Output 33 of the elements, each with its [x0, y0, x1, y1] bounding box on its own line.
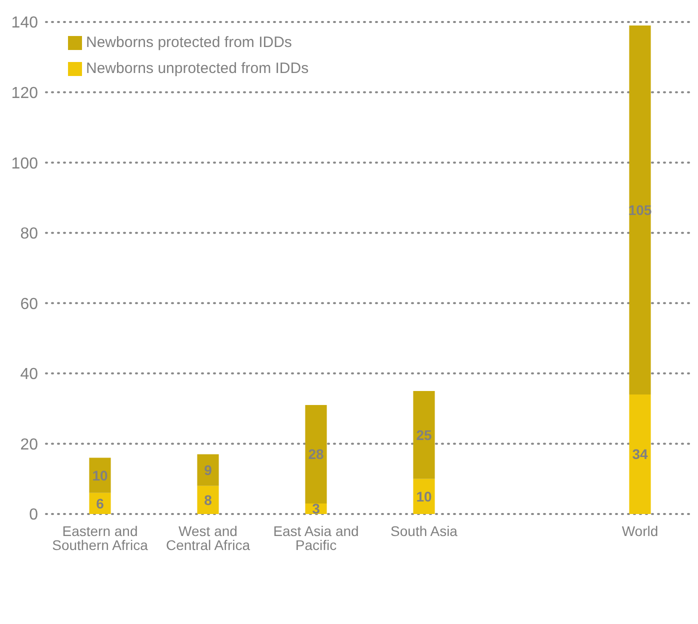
bar — [89, 458, 111, 493]
y-tick-label: 100 — [11, 155, 38, 172]
data-label: 3 — [312, 500, 320, 517]
data-label: 34 — [632, 446, 648, 462]
bar — [197, 486, 219, 514]
legend-label: Newborns protected from IDDs — [86, 34, 292, 51]
x-tick-label: World — [622, 522, 658, 539]
bar — [629, 394, 651, 514]
y-tick-label: 40 — [20, 366, 38, 384]
y-tick-label: 120 — [11, 84, 38, 102]
data-label: 9 — [204, 462, 212, 478]
bar — [629, 26, 651, 395]
legend-label: Newborns unprotected from IDDs — [86, 60, 309, 77]
bar — [413, 478, 435, 514]
y-tick-label: 20 — [20, 436, 38, 454]
data-label: 8 — [204, 492, 212, 508]
bar — [89, 492, 111, 514]
bar — [413, 391, 435, 479]
x-tick-label: East Asia and Pacific — [273, 522, 359, 553]
x-tick-label: West and Central Africa — [166, 522, 250, 553]
data-label: 25 — [416, 426, 432, 443]
data-label: 10 — [416, 488, 432, 504]
data-label: 10 — [92, 467, 108, 484]
bar — [305, 405, 327, 504]
x-tick-label: South Asia — [390, 522, 458, 539]
y-tick-label: 80 — [20, 226, 38, 243]
y-tick-label: 60 — [20, 296, 38, 313]
bar — [197, 454, 219, 486]
x-tick-label: Eastern and Southern Africa — [52, 522, 148, 553]
y-tick-label: 140 — [11, 14, 38, 32]
data-label: 6 — [96, 495, 104, 512]
data-label: 28 — [308, 446, 324, 462]
y-tick-label: 0 — [29, 506, 38, 524]
